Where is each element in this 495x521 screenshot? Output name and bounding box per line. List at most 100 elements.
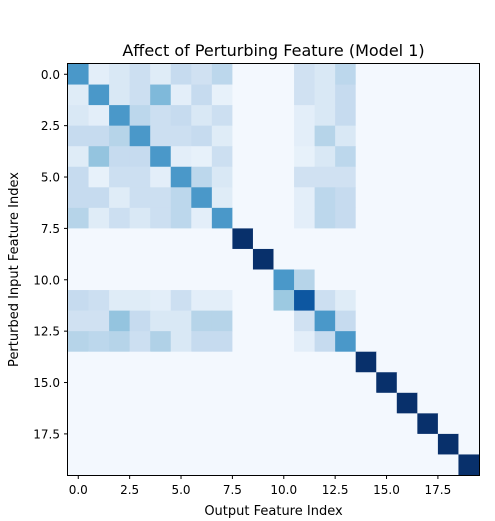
x-tick-label: 10.0	[270, 483, 297, 497]
y-tick-label: 7.5	[41, 222, 60, 236]
heatmap-cell-r4-c4	[150, 146, 172, 168]
heatmap-cell-r6-c9	[252, 187, 274, 209]
heatmap-cell-r6-c1	[88, 187, 110, 209]
heatmap-cell-r7-c10	[273, 207, 295, 229]
heatmap-cell-r8-c14	[355, 228, 377, 250]
heatmap-cell-r5-c5	[170, 166, 192, 188]
heatmap-cell-r8-c5	[170, 228, 192, 250]
heatmap-cell-r2-c11	[294, 105, 316, 127]
heatmap-cell-r12-c18	[437, 310, 459, 332]
heatmap-cell-r1-c6	[191, 84, 213, 106]
heatmap-cell-r12-c7	[211, 310, 233, 332]
heatmap-cell-r18-c6	[191, 433, 213, 455]
heatmap-cell-r18-c19	[458, 433, 480, 455]
heatmap-cell-r11-c11	[294, 290, 316, 312]
heatmap-cell-r11-c16	[396, 290, 418, 312]
heatmap-cell-r19-c6	[191, 454, 213, 476]
heatmap-cell-r17-c0	[68, 413, 90, 435]
x-tick-label: 5.0	[171, 483, 190, 497]
heatmap-cell-r0-c15	[376, 64, 398, 86]
heatmap-cell-r10-c6	[191, 269, 213, 291]
y-tick-label: 10.0	[33, 273, 60, 287]
heatmap-cell-r12-c17	[417, 310, 439, 332]
x-tick-label: 12.5	[322, 483, 349, 497]
heatmap-cell-r3-c8	[232, 125, 254, 147]
heatmap-cell-r14-c13	[335, 351, 357, 373]
heatmap-cell-r13-c5	[170, 331, 192, 353]
heatmap-cell-r0-c2	[109, 64, 131, 86]
heatmap-cell-r1-c19	[458, 84, 480, 106]
heatmap-cell-r18-c7	[211, 433, 233, 455]
heatmap-cell-r9-c17	[417, 248, 439, 270]
heatmap-cell-r13-c10	[273, 331, 295, 353]
heatmap-cell-r5-c15	[376, 166, 398, 188]
heatmap-cell-r4-c2	[109, 146, 131, 168]
heatmap-cell-r19-c14	[355, 454, 377, 476]
heatmap-cell-r11-c3	[129, 290, 151, 312]
heatmap-cell-r0-c18	[437, 64, 459, 86]
heatmap-cell-r12-c11	[294, 310, 316, 332]
heatmap-cell-r10-c19	[458, 269, 480, 291]
heatmap-cell-r7-c14	[355, 207, 377, 229]
heatmap-cell-r7-c18	[437, 207, 459, 229]
heatmap-cell-r7-c3	[129, 207, 151, 229]
heatmap-cell-r9-c15	[376, 248, 398, 270]
heatmap-cell-r9-c16	[396, 248, 418, 270]
heatmap-cell-r14-c5	[170, 351, 192, 373]
heatmap-cell-r4-c16	[396, 146, 418, 168]
heatmap-cell-r6-c14	[355, 187, 377, 209]
heatmap-cell-r18-c18	[437, 433, 459, 455]
heatmap-cell-r6-c11	[294, 187, 316, 209]
heatmap-cell-r14-c14	[355, 351, 377, 373]
heatmap-cell-r4-c9	[252, 146, 274, 168]
heatmap-cell-r14-c7	[211, 351, 233, 373]
heatmap-cell-r12-c14	[355, 310, 377, 332]
heatmap-cell-r7-c1	[88, 207, 110, 229]
heatmap-cell-r10-c10	[273, 269, 295, 291]
heatmap-cell-r1-c12	[314, 84, 336, 106]
heatmap-cell-r17-c18	[437, 413, 459, 435]
heatmap-cell-r15-c19	[458, 372, 480, 394]
heatmap-cell-r3-c7	[211, 125, 233, 147]
heatmap-cell-r18-c2	[109, 433, 131, 455]
heatmap-cell-r19-c15	[376, 454, 398, 476]
heatmap-cell-r2-c0	[68, 105, 90, 127]
heatmap-cell-r15-c4	[150, 372, 172, 394]
heatmap-cell-r2-c2	[109, 105, 131, 127]
heatmap-cell-r18-c10	[273, 433, 295, 455]
heatmap-cell-r4-c10	[273, 146, 295, 168]
heatmap-cell-r17-c11	[294, 413, 316, 435]
heatmap-cell-r7-c16	[396, 207, 418, 229]
heatmap-cell-r16-c4	[150, 392, 172, 414]
heatmap-cell-r12-c10	[273, 310, 295, 332]
heatmap-cell-r2-c18	[437, 105, 459, 127]
heatmap-cell-r17-c19	[458, 413, 480, 435]
heatmap-cell-r11-c19	[458, 290, 480, 312]
heatmap-cell-r17-c17	[417, 413, 439, 435]
heatmap-cell-r15-c1	[88, 372, 110, 394]
heatmap-cell-r14-c6	[191, 351, 213, 373]
heatmap-cell-r11-c4	[150, 290, 172, 312]
heatmap-cell-r7-c7	[211, 207, 233, 229]
heatmap-cell-r14-c16	[396, 351, 418, 373]
heatmap-cell-r0-c1	[88, 64, 110, 86]
heatmap-cell-r8-c7	[211, 228, 233, 250]
heatmap-cell-r17-c16	[396, 413, 418, 435]
heatmap-cell-r17-c5	[170, 413, 192, 435]
heatmap-cell-r7-c0	[68, 207, 90, 229]
heatmap-cell-r1-c8	[232, 84, 254, 106]
heatmap-cell-r8-c11	[294, 228, 316, 250]
heatmap-cell-r13-c13	[335, 331, 357, 353]
heatmap-cell-r13-c6	[191, 331, 213, 353]
plot-frame	[67, 63, 480, 476]
heatmap-cell-r4-c7	[211, 146, 233, 168]
heatmap-cell-r14-c3	[129, 351, 151, 373]
heatmap-cell-r9-c10	[273, 248, 295, 270]
heatmap-cell-r9-c12	[314, 248, 336, 270]
heatmap-cell-r15-c3	[129, 372, 151, 394]
heatmap-cell-r11-c13	[335, 290, 357, 312]
heatmap-cell-r2-c16	[396, 105, 418, 127]
heatmap-cell-r0-c16	[396, 64, 418, 86]
heatmap-cell-r1-c3	[129, 84, 151, 106]
heatmap-cell-r1-c11	[294, 84, 316, 106]
